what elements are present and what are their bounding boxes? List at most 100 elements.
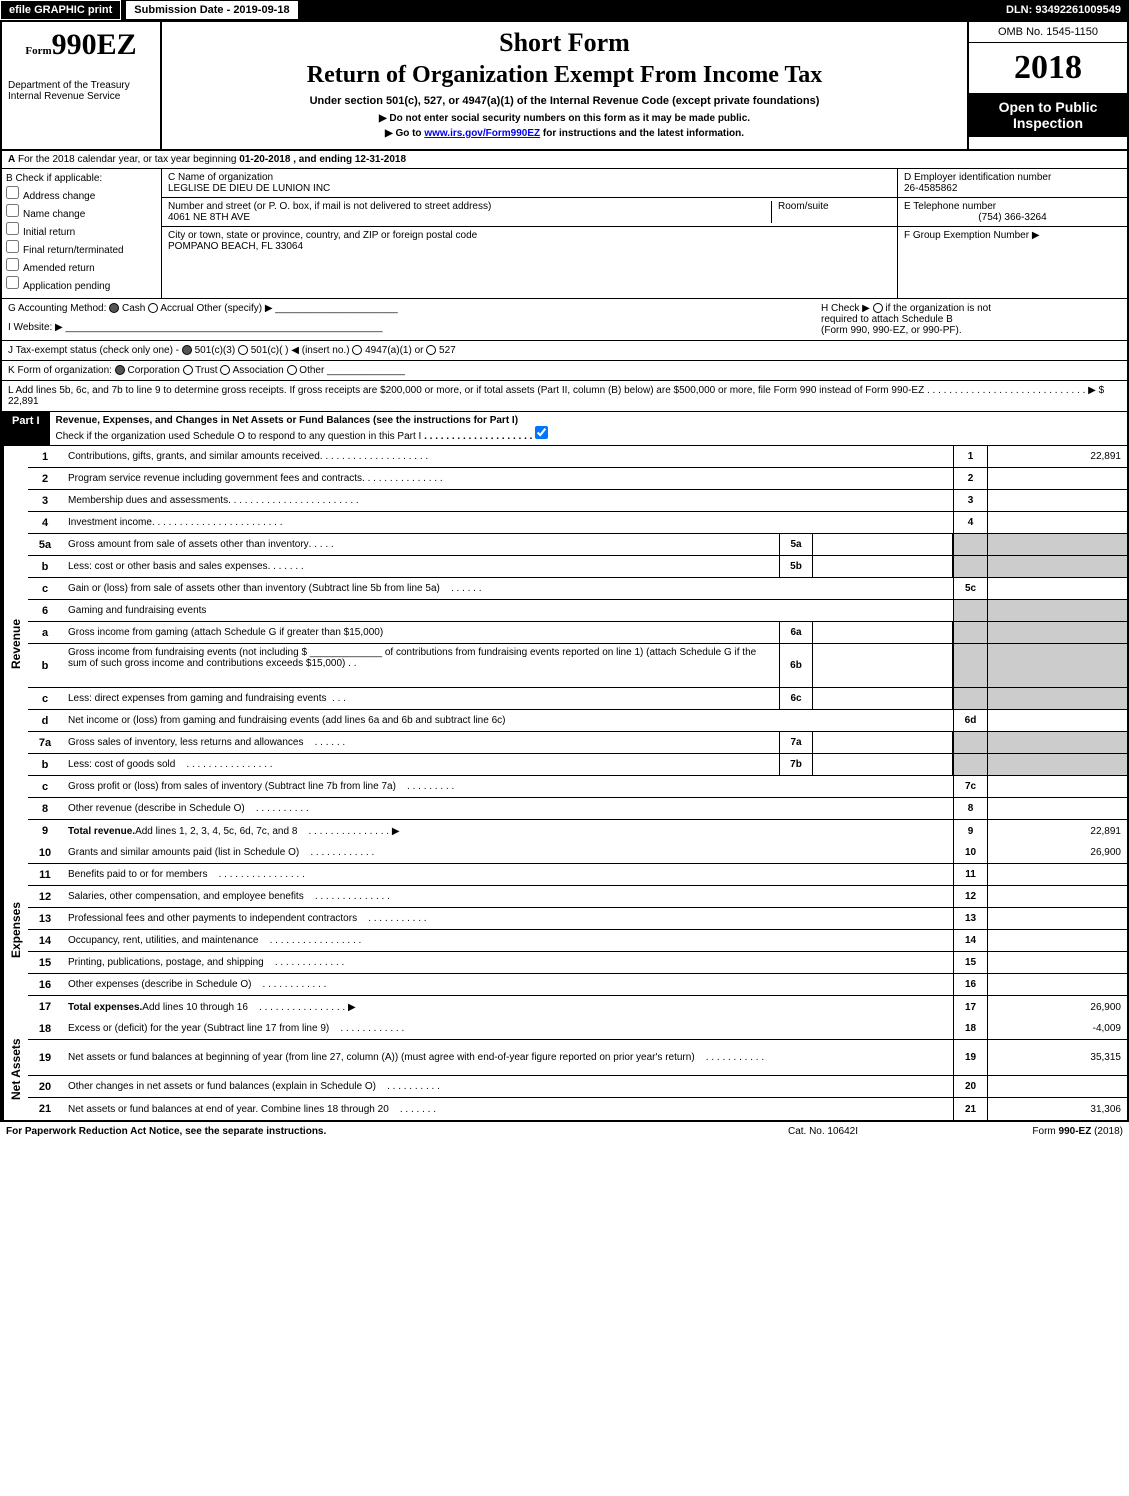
line11-val [987,864,1127,885]
line16-col: 16 [953,974,987,995]
line19-val: 35,315 [987,1040,1127,1075]
org-name: LEGLISE DE DIEU DE LUNION INC [168,183,891,194]
k-other: Other [299,365,324,376]
line6d-col: 6d [953,710,987,731]
line19-desc: Net assets or fund balances at beginning… [62,1040,953,1075]
rowa-pre: For the 2018 calendar year, or tax year … [18,154,239,165]
section-b-through-f: B Check if applicable: Address change Na… [0,169,1129,299]
side-expenses: Expenses [2,842,28,1018]
short-form-title: Short Form [168,28,961,58]
column-b: B Check if applicable: Address change Na… [2,169,162,298]
j-501c-check[interactable] [238,345,248,355]
line2-val [987,468,1127,489]
k-assoc-check[interactable] [220,365,230,375]
column-d-e-f: D Employer identification number 26-4585… [897,169,1127,298]
line12-val [987,886,1127,907]
line8-val [987,798,1127,819]
line5a-num: 5a [28,534,62,555]
h-check[interactable] [873,303,883,313]
line3-col: 3 [953,490,987,511]
line5b-mid: 5b [779,556,813,577]
h-text2: required to attach Schedule B [821,314,1121,325]
line18-val: -4,009 [987,1018,1127,1039]
line21-num: 21 [28,1098,62,1120]
irs-link[interactable]: www.irs.gov/Form990EZ [424,128,540,139]
line11-num: 11 [28,864,62,885]
line3-desc: Membership dues and assessments . . . . … [62,490,953,511]
line6-desc: Gaming and fundraising events [62,600,953,621]
j-527-check[interactable] [426,345,436,355]
line7c-desc: Gross profit or (loss) from sales of inv… [62,776,953,797]
k-assoc: Association [233,365,284,376]
f-label: F Group Exemption Number [904,230,1029,241]
line14-col: 14 [953,930,987,951]
chk-address-change[interactable]: Address change [6,186,157,202]
line8-num: 8 [28,798,62,819]
line13-val [987,908,1127,929]
line5b-num: b [28,556,62,577]
line9-num: 9 [28,820,62,842]
goto-link-row: ▶ Go to www.irs.gov/Form990EZ for instru… [168,128,961,139]
line6b-mid: 6b [779,644,813,687]
j-4947-check[interactable] [352,345,362,355]
line9-val: 22,891 [987,820,1127,842]
efile-button[interactable]: efile GRAPHIC print [0,0,121,20]
dept-treasury: Department of the Treasury Internal Reve… [8,80,154,102]
omb-number: OMB No. 1545-1150 [969,22,1127,43]
line17-val: 26,900 [987,996,1127,1018]
l-text: Add lines 5b, 6c, and 7b to line 9 to de… [15,385,924,396]
rowa-mid: , and ending [293,154,355,165]
open-to-public: Open to Public Inspection [969,93,1127,137]
line5c-num: c [28,578,62,599]
part1-schedo-check[interactable] [535,426,548,439]
row-a-tax-year: A For the 2018 calendar year, or tax yea… [0,151,1129,169]
footer-right: Form 990-EZ (2018) [923,1126,1123,1137]
line4-val [987,512,1127,533]
line17-num: 17 [28,996,62,1018]
line17-desc: Total expenses. Add lines 10 through 16 … [62,996,953,1018]
line7b-mid: 7b [779,754,813,775]
g-accrual-check[interactable] [148,303,158,313]
warning-ssn: ▶ Do not enter social security numbers o… [168,113,961,124]
b-title: Check if applicable: [15,173,102,184]
line16-val [987,974,1127,995]
chk-amended-return[interactable]: Amended return [6,258,157,274]
line15-desc: Printing, publications, postage, and shi… [62,952,953,973]
row-j: J Tax-exempt status (check only one) - 5… [0,341,1129,361]
line6b-num: b [28,644,62,687]
line20-col: 20 [953,1076,987,1097]
row-g-h-i: G Accounting Method: Cash Accrual Other … [0,299,1129,341]
line15-num: 15 [28,952,62,973]
goto-pre: ▶ Go to [385,128,424,139]
chk-application-pending[interactable]: Application pending [6,276,157,292]
open-line2: Inspection [975,115,1121,131]
line7a-mid: 7a [779,732,813,753]
g-cash-check[interactable] [109,303,119,313]
line5c-col: 5c [953,578,987,599]
chk-final-return[interactable]: Final return/terminated [6,240,157,256]
line5b-desc: Less: cost or other basis and sales expe… [62,556,779,577]
page-footer: For Paperwork Reduction Act Notice, see … [0,1122,1129,1141]
line2-col: 2 [953,468,987,489]
part1-label: Part I [2,412,50,445]
label-c: C [168,172,175,183]
line13-col: 13 [953,908,987,929]
line7c-num: c [28,776,62,797]
line6c-mid: 6c [779,688,813,709]
chk-name-change[interactable]: Name change [6,204,157,220]
footer-cat: Cat. No. 10642I [723,1126,923,1137]
dept-line2: Internal Revenue Service [8,91,154,102]
line12-num: 12 [28,886,62,907]
part1-title: Revenue, Expenses, and Changes in Net As… [56,415,519,426]
footer-left: For Paperwork Reduction Act Notice, see … [6,1126,723,1137]
line3-val [987,490,1127,511]
k-trust-check[interactable] [183,365,193,375]
chk-initial-return[interactable]: Initial return [6,222,157,238]
j-501c3-check[interactable] [182,345,192,355]
k-corp: Corporation [128,365,180,376]
k-other-check[interactable] [287,365,297,375]
line10-desc: Grants and similar amounts paid (list in… [62,842,953,863]
label-b: B [6,173,13,184]
goto-post: for instructions and the latest informat… [540,128,744,139]
k-corp-check[interactable] [115,365,125,375]
